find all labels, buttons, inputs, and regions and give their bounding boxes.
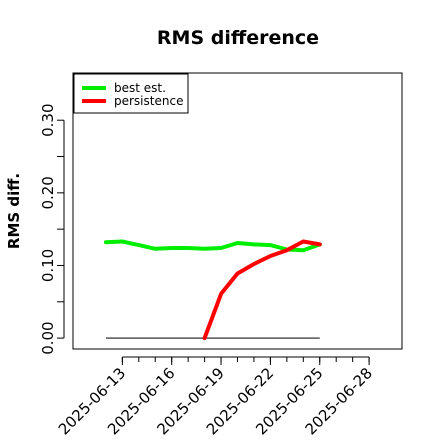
legend-label-best-est: best est. (114, 81, 166, 95)
chart-title: RMS difference (157, 27, 319, 49)
legend: best est. persistence (73, 73, 189, 114)
y-axis: 0.00 0.10 0.20 0.30 (39, 104, 65, 355)
x-axis: 2025-06-132025-06-162025-06-192025-06-22… (55, 356, 376, 438)
plot-area (72, 72, 403, 350)
series-line-best-est (103, 239, 322, 253)
y-axis-label: RMS diff. (5, 173, 23, 249)
series-layer (103, 239, 322, 341)
y-tick-label: 0.30 (39, 104, 57, 137)
y-tick-label: 0.00 (39, 321, 57, 354)
y-tick-label: 0.10 (39, 249, 57, 282)
y-tick-label: 0.20 (39, 176, 57, 209)
legend-box (73, 73, 189, 114)
series-line-persistence (202, 239, 322, 341)
legend-label-persistence: persistence (114, 94, 183, 108)
